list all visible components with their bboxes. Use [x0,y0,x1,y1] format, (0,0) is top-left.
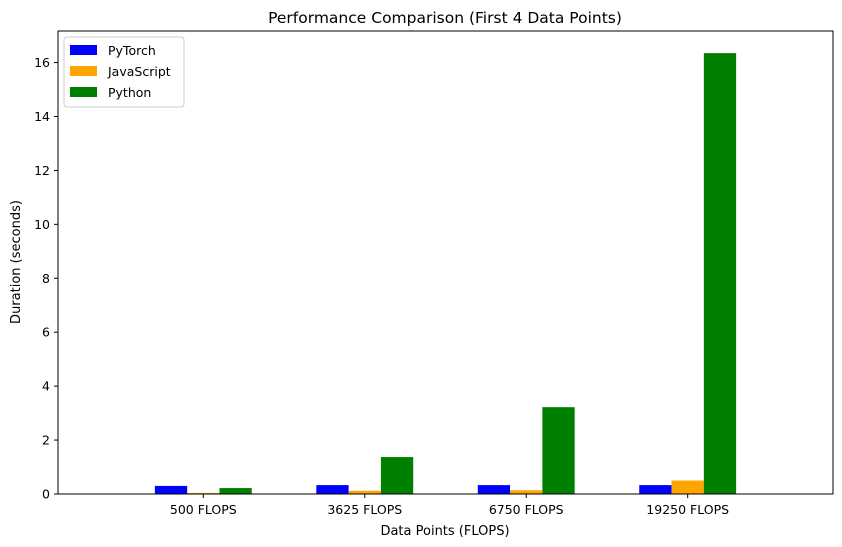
bar-javascript-2 [510,490,543,494]
x-tick-label: 500 FLOPS [170,502,237,517]
x-axis-label: Data Points (FLOPS) [380,524,509,539]
y-tick-label: 4 [42,379,50,394]
x-tick-label: 3625 FLOPS [327,502,402,517]
bar-python-2 [542,407,575,494]
legend-swatch-javascript [70,66,97,76]
y-tick-label: 14 [34,109,50,124]
bar-pytorch-1 [316,485,349,494]
bar-pytorch-0 [154,485,188,494]
x-tick-label: 19250 FLOPS [646,502,729,517]
y-tick-label: 16 [34,55,50,70]
legend: PyTorch JavaScript Python [63,36,185,108]
bar-python-3 [703,53,737,495]
bar-javascript-1 [348,490,381,494]
y-axis-label: Duration (seconds) [9,200,24,324]
bar-pytorch-3 [639,485,672,494]
legend-label-pytorch: PyTorch [108,43,156,58]
bar-python-1 [380,457,414,494]
bars-layer [154,53,737,495]
bar-javascript-3 [671,480,704,494]
legend-label-python: Python [108,85,151,100]
y-tick-label: 0 [42,487,50,502]
bar-pytorch-2 [477,485,511,494]
x-axis: 500 FLOPS 3625 FLOPS 6750 FLOPS 19250 FLOPS [170,494,729,517]
legend-swatch-pytorch [70,45,97,55]
y-axis: 0 2 4 6 8 10 12 14 16 [34,55,58,502]
bar-javascript-0 [187,492,220,494]
y-tick-label: 12 [34,163,50,178]
plot-area-frame [57,30,834,495]
legend-label-javascript: JavaScript [107,64,171,79]
bar-python-0 [219,488,252,494]
x-tick-label: 6750 FLOPS [489,502,564,517]
y-tick-label: 8 [42,271,50,286]
y-tick-label: 2 [42,433,50,448]
legend-swatch-python [70,87,97,97]
chart-title: Performance Comparison (First 4 Data Poi… [268,9,622,27]
y-tick-label: 6 [42,325,50,340]
y-tick-label: 10 [34,217,50,232]
